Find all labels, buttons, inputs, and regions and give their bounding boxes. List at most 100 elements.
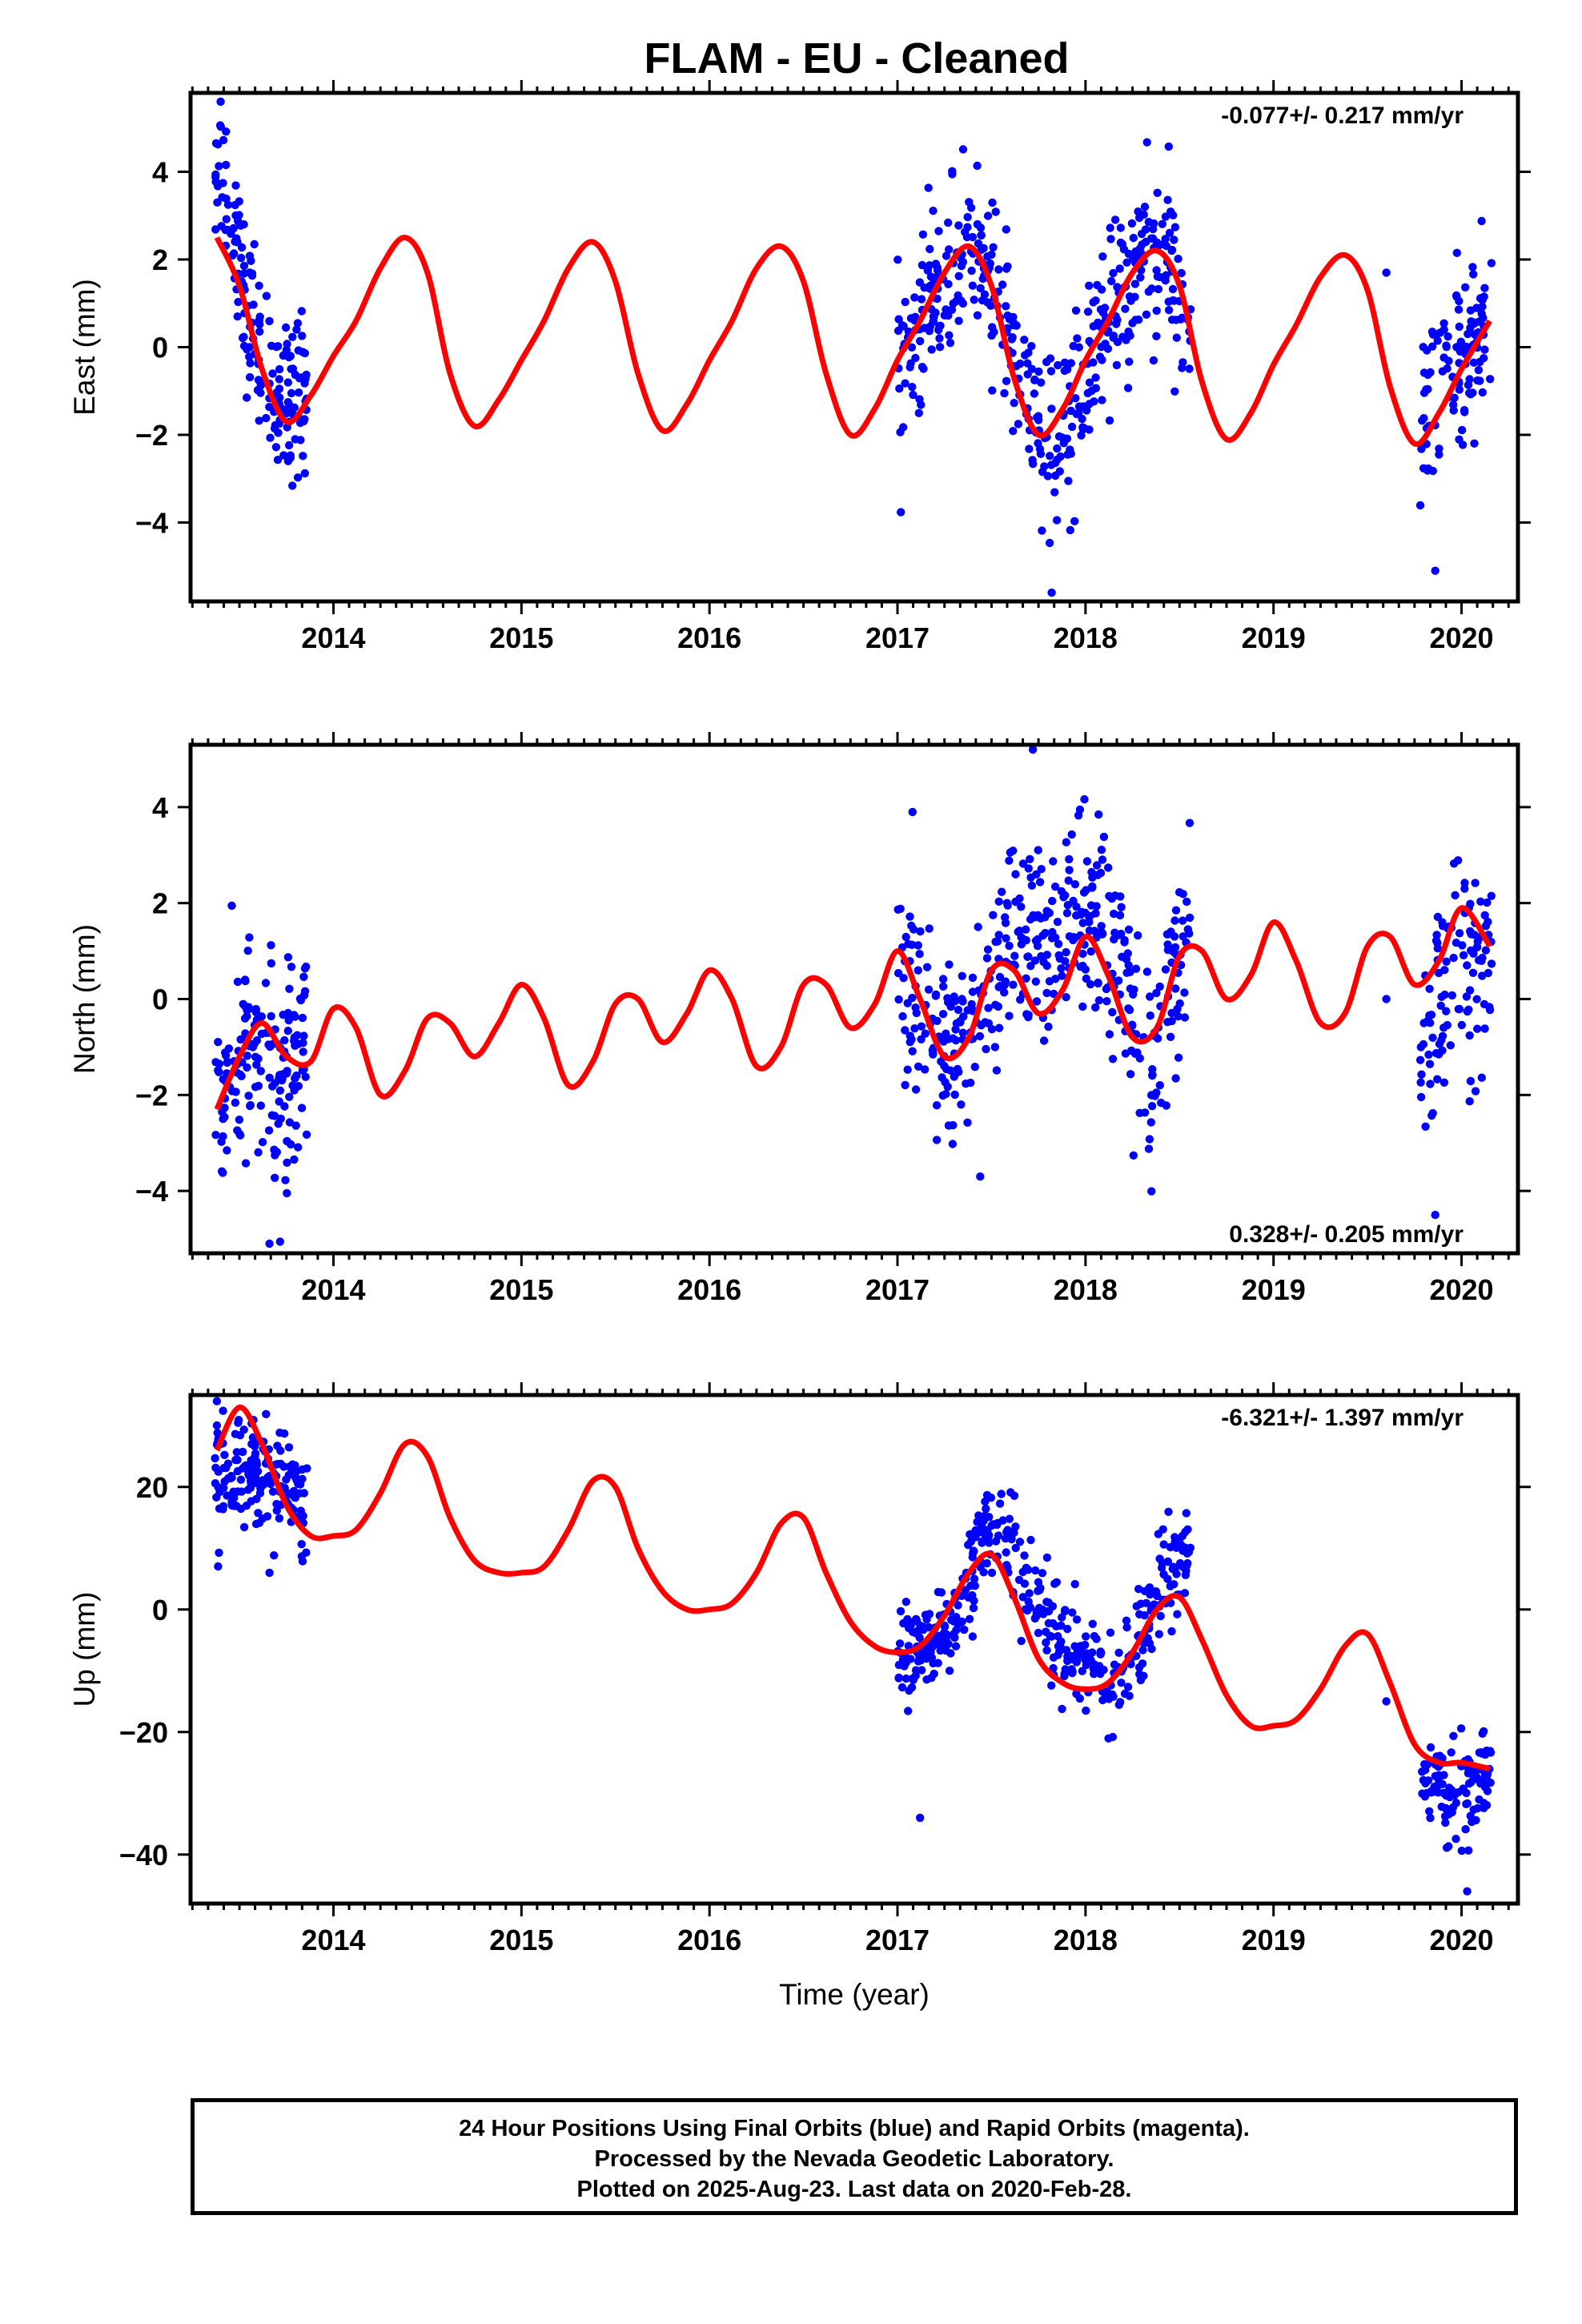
data-point — [285, 984, 294, 994]
data-point — [285, 1092, 294, 1101]
x-tick-label: 2017 — [865, 621, 930, 654]
x-tick-label: 2020 — [1429, 621, 1493, 654]
x-tick-label: 2018 — [1054, 1924, 1118, 1956]
data-point — [1420, 1759, 1429, 1769]
data-point — [287, 388, 296, 398]
data-point — [1072, 1658, 1082, 1667]
data-point — [1050, 883, 1060, 891]
data-point — [292, 1071, 301, 1080]
data-point — [904, 1707, 913, 1715]
data-point — [1480, 911, 1489, 920]
data-point — [283, 1158, 291, 1168]
data-point — [1478, 953, 1487, 963]
data-point — [1444, 356, 1453, 365]
data-point — [979, 1517, 988, 1526]
data-point — [1468, 968, 1478, 978]
data-point — [905, 1622, 913, 1632]
data-point — [954, 271, 963, 280]
data-point — [1054, 1642, 1063, 1651]
data-point — [1465, 986, 1475, 995]
data-point — [1072, 1689, 1081, 1699]
data-point — [1153, 188, 1162, 197]
data-point — [905, 1031, 915, 1040]
data-point — [215, 1504, 224, 1514]
data-point — [1043, 472, 1053, 480]
data-point — [1431, 1210, 1439, 1220]
data-point — [976, 1172, 985, 1181]
data-point — [984, 1019, 994, 1028]
data-point — [267, 1011, 275, 1021]
x-tick-label: 2017 — [865, 1273, 930, 1306]
data-point — [1108, 1007, 1117, 1017]
data-point — [215, 1548, 223, 1558]
x-tick-label: 2015 — [489, 621, 553, 654]
data-point — [1035, 1603, 1044, 1613]
data-point — [1477, 1073, 1487, 1082]
data-point — [1020, 1551, 1029, 1560]
data-point — [223, 200, 233, 209]
data-point — [252, 1457, 261, 1466]
data-point — [982, 1490, 992, 1500]
data-point — [272, 343, 281, 352]
data-point — [1426, 1019, 1435, 1027]
data-point — [241, 1159, 251, 1168]
data-point — [954, 291, 962, 300]
data-point — [1415, 1055, 1425, 1064]
data-point — [935, 322, 944, 331]
data-point — [275, 375, 283, 384]
data-point — [1002, 302, 1010, 311]
data-point — [1078, 1667, 1087, 1675]
data-point — [1001, 913, 1010, 922]
data-point — [1098, 252, 1107, 261]
rate-annotation: -0.077+/- 0.217 mm/yr — [1221, 103, 1464, 129]
data-point — [213, 1429, 222, 1437]
data-point — [1477, 309, 1486, 318]
data-point — [1153, 1591, 1162, 1601]
data-point — [958, 971, 967, 981]
data-point — [1474, 365, 1484, 375]
data-point — [300, 468, 309, 478]
data-point — [1457, 425, 1467, 435]
data-point — [1087, 386, 1096, 396]
data-point — [967, 266, 976, 275]
data-point — [1099, 832, 1109, 842]
data-point — [1070, 880, 1080, 889]
x-tick-label: 2018 — [1054, 621, 1118, 654]
data-point — [961, 1586, 970, 1594]
data-point — [1071, 306, 1081, 315]
data-point — [235, 197, 243, 206]
data-point — [893, 969, 903, 978]
data-point — [1419, 388, 1429, 397]
data-point — [1164, 1507, 1173, 1517]
data-point — [967, 1003, 976, 1013]
data-point — [1463, 961, 1472, 970]
data-point — [244, 1466, 253, 1475]
data-point — [1003, 311, 1012, 320]
data-point — [235, 211, 243, 219]
data-point — [212, 1421, 222, 1430]
data-point — [985, 1530, 994, 1540]
data-point — [1438, 367, 1447, 376]
data-point — [1042, 357, 1051, 367]
data-point — [219, 1406, 227, 1415]
data-point — [1159, 239, 1168, 248]
data-point — [950, 997, 960, 1006]
data-point — [954, 1005, 963, 1015]
data-point — [211, 170, 220, 179]
data-point — [220, 1477, 229, 1486]
data-point — [981, 1497, 990, 1506]
data-point — [963, 212, 972, 222]
data-point — [1060, 1669, 1069, 1679]
data-point — [1163, 1557, 1173, 1566]
data-point — [284, 1443, 294, 1452]
x-tick-label: 2020 — [1429, 1924, 1493, 1956]
data-point — [994, 1023, 1004, 1032]
data-point — [1095, 1662, 1104, 1671]
data-point — [950, 1090, 959, 1100]
data-point — [1098, 356, 1106, 364]
data-point — [1466, 390, 1476, 399]
data-point — [1069, 341, 1078, 351]
data-point — [1020, 336, 1029, 344]
data-point — [1051, 458, 1060, 468]
data-point — [270, 424, 279, 433]
